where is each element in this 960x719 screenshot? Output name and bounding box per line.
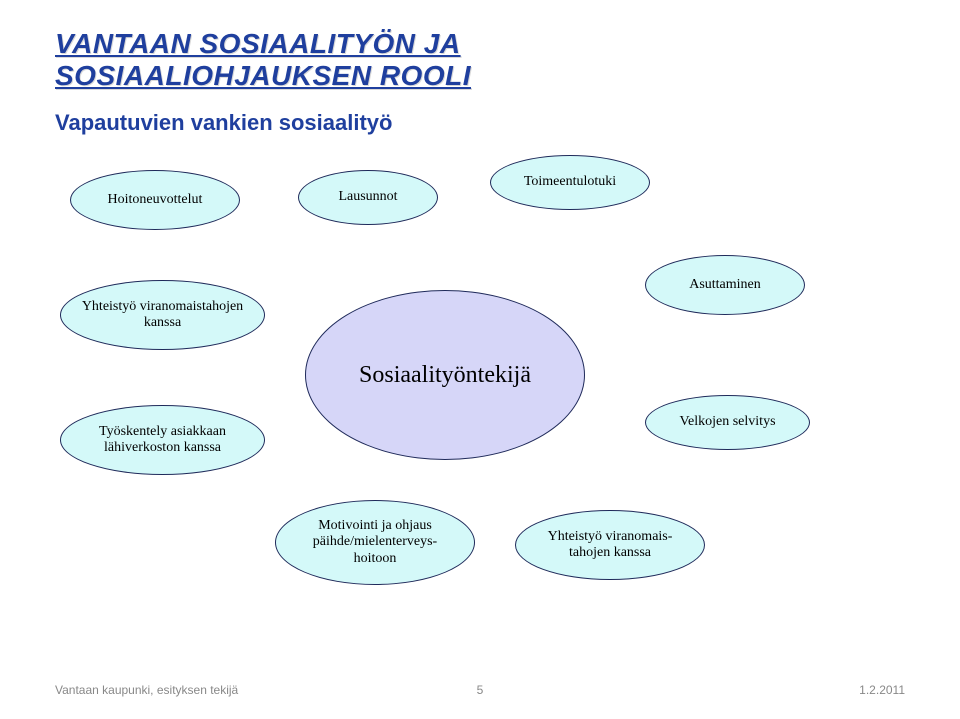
diagram-node: Toimeentulotuki	[490, 155, 650, 210]
diagram-node: Velkojen selvitys	[645, 395, 810, 450]
diagram-node: Lausunnot	[298, 170, 438, 225]
page-title: VANTAAN SOSIAALITYÖN JA SOSIAALIOHJAUKSE…	[55, 28, 471, 92]
diagram-node: Hoitoneuvottelut	[70, 170, 240, 230]
diagram-node: Motivointi ja ohjauspäihde/mielenterveys…	[275, 500, 475, 585]
title-line1: VANTAAN SOSIAALITYÖN JA	[55, 28, 461, 59]
node-label: Toimeentulotuki	[524, 174, 616, 190]
title-line2: SOSIAALIOHJAUKSEN ROOLI	[55, 60, 471, 91]
node-label: Velkojen selvitys	[679, 414, 775, 430]
diagram-center-node: Sosiaalityöntekijä	[305, 290, 585, 460]
page-subtitle: Vapautuvien vankien sosiaalityö	[55, 110, 392, 136]
node-label: Yhteistyö viranomais-tahojen kanssa	[548, 529, 673, 561]
node-label: Hoitoneuvottelut	[108, 192, 203, 208]
node-label: Asuttaminen	[689, 277, 761, 293]
diagram-node: Yhteistyö viranomais-tahojen kanssa	[515, 510, 705, 580]
node-label: Työskentely asiakkaanlähiverkoston kanss…	[99, 424, 226, 456]
diagram-node: Yhteistyö viranomaistahojenkanssa	[60, 280, 265, 350]
node-label: Lausunnot	[338, 189, 397, 205]
footer: Vantaan kaupunki, esityksen tekijä 5 1.2…	[55, 683, 905, 697]
diagram-node: Asuttaminen	[645, 255, 805, 315]
footer-page: 5	[55, 683, 905, 697]
node-label: Sosiaalityöntekijä	[359, 362, 531, 389]
node-label: Yhteistyö viranomaistahojenkanssa	[82, 299, 243, 331]
node-label: Motivointi ja ohjauspäihde/mielenterveys…	[313, 518, 437, 566]
diagram-node: Työskentely asiakkaanlähiverkoston kanss…	[60, 405, 265, 475]
